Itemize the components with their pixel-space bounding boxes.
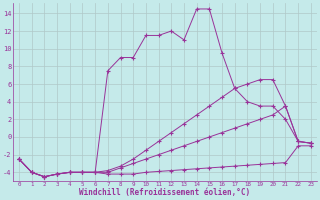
X-axis label: Windchill (Refroidissement éolien,°C): Windchill (Refroidissement éolien,°C) xyxy=(79,188,251,197)
